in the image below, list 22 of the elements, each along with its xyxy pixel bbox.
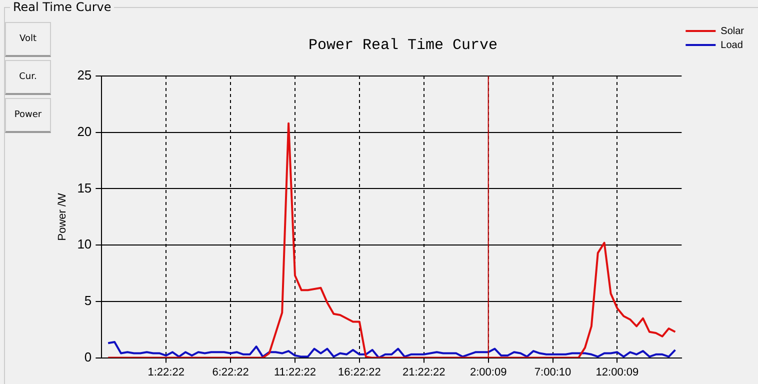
text: Power: [5, 98, 51, 133]
y-tick-label: 0: [84, 349, 92, 364]
legend-label: Load: [720, 40, 743, 51]
x-tick-label: 1:22:22: [148, 366, 184, 378]
y-tick-label: 25: [77, 68, 92, 83]
text: Cur.: [5, 60, 51, 95]
text: Volt: [5, 22, 51, 57]
chart-title: Power Real Time Curve: [308, 36, 498, 54]
y-tick-label: 15: [77, 180, 92, 196]
x-tick-label: 11:22:22: [274, 366, 316, 378]
y-tick-label: 10: [77, 236, 92, 252]
x-tick-label: 6:22:22: [212, 366, 249, 378]
x-tick-label: 7:00:10: [534, 366, 572, 378]
y-tick-label: 5: [84, 293, 92, 308]
x-tick-label: 2:00:09: [470, 366, 507, 378]
y-tick-label: 20: [77, 124, 92, 139]
x-tick-label: 16:22:22: [338, 366, 381, 378]
x-tick-label: 21:22:22: [402, 366, 446, 378]
x-tick-label: 12:00:09: [596, 366, 639, 378]
y-axis-title: Power /W: [56, 192, 69, 241]
legend-label: Solar: [720, 26, 745, 37]
text: Real Time Curve: [10, 0, 114, 14]
